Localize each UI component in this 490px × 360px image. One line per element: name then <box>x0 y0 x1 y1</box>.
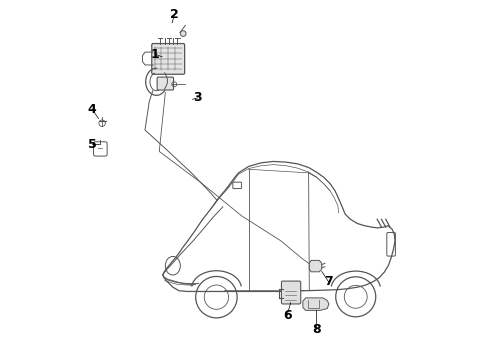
Text: 2: 2 <box>170 9 179 22</box>
Text: 4: 4 <box>88 103 97 116</box>
Text: 3: 3 <box>194 91 202 104</box>
FancyBboxPatch shape <box>152 44 185 74</box>
FancyBboxPatch shape <box>281 281 301 304</box>
Text: 5: 5 <box>88 138 97 151</box>
Text: 1: 1 <box>150 48 159 61</box>
FancyBboxPatch shape <box>157 77 173 90</box>
Text: 8: 8 <box>312 323 321 336</box>
Text: 6: 6 <box>283 309 292 321</box>
Polygon shape <box>309 260 322 272</box>
Circle shape <box>180 31 186 36</box>
Text: 7: 7 <box>324 275 333 288</box>
Polygon shape <box>303 298 329 310</box>
